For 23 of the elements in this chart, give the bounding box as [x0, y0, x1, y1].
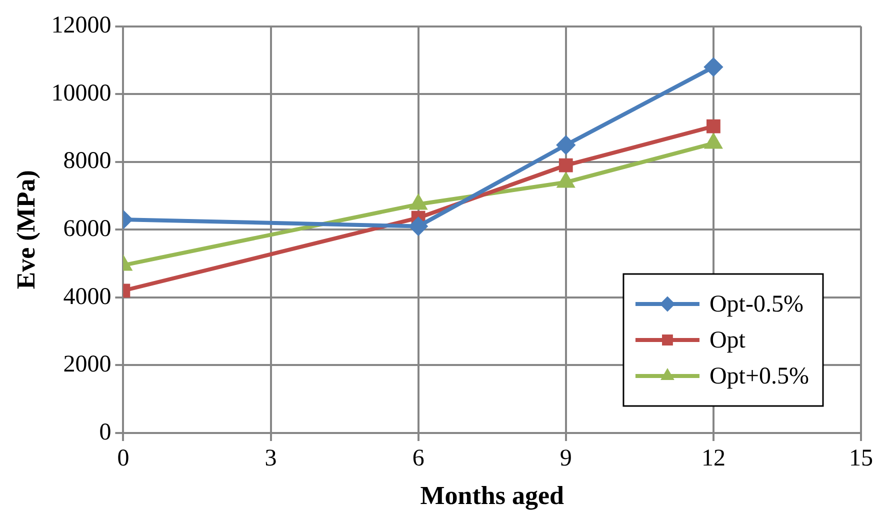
y-tick-label: 4000 — [63, 284, 112, 310]
x-tick-label: 3 — [264, 446, 277, 472]
legend-label: Opt+0.5% — [709, 363, 810, 390]
y-tick-label: 0 — [99, 419, 112, 446]
point — [409, 217, 428, 236]
legend-label: Opt — [709, 327, 746, 354]
y-tick-label: 10000 — [51, 80, 112, 106]
point — [558, 158, 573, 172]
point — [556, 136, 575, 154]
point — [704, 58, 722, 76]
y-tick-label: 12000 — [51, 12, 112, 39]
point — [706, 119, 720, 134]
legend-label: Opt-0.5% — [709, 291, 804, 318]
x-tick-label: 6 — [412, 446, 424, 472]
y-tick-label: 2000 — [63, 352, 112, 378]
y-tick-label: 6000 — [63, 216, 112, 242]
x-axis-title: Months aged — [420, 481, 564, 510]
y-tick-label: 8000 — [63, 148, 112, 174]
y-axis-title: Eve (MPa) — [11, 170, 40, 290]
x-tick-label: 0 — [117, 446, 130, 472]
x-tick-label: 12 — [701, 446, 726, 472]
x-tick-label: 9 — [560, 446, 572, 472]
x-tick-label: 15 — [849, 446, 873, 472]
